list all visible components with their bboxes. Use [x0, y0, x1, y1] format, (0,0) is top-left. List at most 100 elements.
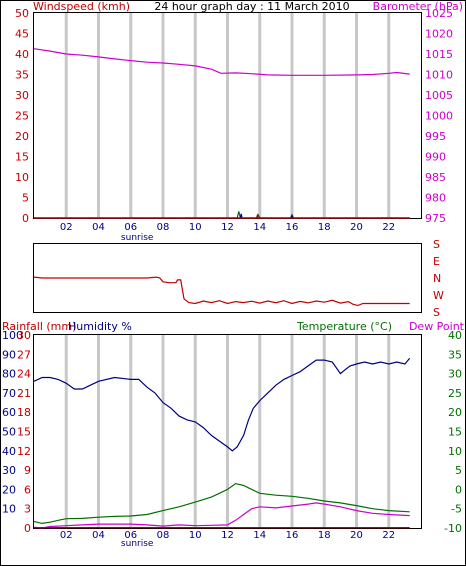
- humidity-tick-label: 20: [2, 483, 16, 496]
- x-tick-label: 18: [318, 530, 331, 541]
- humidity-tick-label: 80: [2, 368, 16, 381]
- humidity-tick-label: 70: [2, 387, 16, 400]
- x-tick-label: 04: [92, 530, 105, 541]
- rainfall-tick-label: 3: [24, 503, 31, 516]
- windspeed-tick-label: 45: [15, 28, 29, 41]
- x-tick-label: 12: [221, 222, 234, 233]
- temperature-axis-label: Temperature (°C): [296, 320, 392, 333]
- windspeed-tick-label: 30: [15, 89, 29, 102]
- direction-tick-label: S: [433, 306, 440, 319]
- rain-hum-temp-x-tick-labels: 02 04 06 08 10 12 14 16 18 20 22: [60, 530, 395, 541]
- windspeed-tick-label: 0: [22, 212, 29, 225]
- humidity-tick-label: 40: [2, 445, 16, 458]
- humidity-tick-label: 60: [2, 406, 16, 419]
- humidity-tick-label: 90: [2, 348, 16, 361]
- temperature-tick-label: 0: [455, 483, 462, 496]
- series-line: [33, 357, 411, 452]
- direction-series: [33, 276, 410, 307]
- windspeed-tick-label: 20: [15, 130, 29, 143]
- rainfall-axis-label: Rainfall (mm): [2, 320, 76, 333]
- barometer-tick-label: 1015: [425, 48, 453, 61]
- barometer-tick-labels: 975 980 985 990 995 1000 1005 1010 1015 1020 1025: [425, 7, 453, 225]
- temperature-tick-label: 5: [455, 464, 462, 477]
- sunrise-label: sunrise: [121, 233, 154, 243]
- barometer-tick-label: 1005: [425, 89, 453, 102]
- rainfall-tick-label: 18: [17, 406, 31, 419]
- rainfall-tick-label: 12: [17, 445, 31, 458]
- direction-tick-label: N: [433, 272, 441, 285]
- x-tick-label: 14: [253, 222, 266, 233]
- x-tick-label: 22: [382, 222, 395, 233]
- x-tick-label: 20: [350, 530, 363, 541]
- x-tick-label: 02: [60, 530, 73, 541]
- direction-plot-frame: [33, 243, 422, 313]
- x-tick-label: 06: [124, 530, 137, 541]
- x-tick-label: 14: [253, 530, 266, 541]
- temperature-tick-label: -10: [444, 522, 462, 535]
- x-tick-label: 08: [157, 530, 170, 541]
- dewpoint-axis-label: Dew Point: [409, 320, 465, 333]
- rainfall-tick-label: 9: [24, 464, 31, 477]
- temperature-tick-label: 20: [448, 406, 462, 419]
- wind-baro-series: [33, 48, 410, 219]
- windspeed-tick-labels: 0 5 10 15 20 25 30 35 40 45 50: [15, 7, 29, 225]
- x-tick-label: 18: [318, 222, 331, 233]
- rainfall-tick-labels: 0 3 6 9 12 15 18 21 24 27 30: [17, 329, 31, 535]
- humidity-axis-label: Humidity %: [68, 320, 132, 333]
- sunrise-label-lower: sunrise: [121, 539, 154, 549]
- temperature-tick-label: 10: [448, 445, 462, 458]
- x-tick-label: 06: [124, 222, 137, 233]
- series-line: [33, 48, 410, 76]
- rain-hum-temp-series: [33, 357, 411, 529]
- barometer-tick-label: 1010: [425, 69, 453, 82]
- barometer-tick-label: 975: [425, 212, 446, 225]
- rainfall-tick-label: 6: [24, 483, 31, 496]
- x-tick-label: 16: [286, 222, 299, 233]
- temperature-tick-labels: -10 -5 0 5 10 15 20 25 30 35 40: [444, 329, 462, 535]
- temperature-tick-label: 25: [448, 387, 462, 400]
- humidity-tick-labels: 10 20 30 40 50 60 70 80 90 100: [2, 329, 23, 516]
- barometer-tick-label: 985: [425, 171, 446, 184]
- barometer-tick-label: 990: [425, 151, 446, 164]
- humidity-tick-label: 30: [2, 464, 16, 477]
- series-line: [34, 213, 410, 219]
- barometer-tick-label: 1020: [425, 28, 453, 41]
- wind-baro-grid: [64, 13, 391, 218]
- rainfall-tick-label: 24: [17, 368, 31, 381]
- barometer-axis-label: Barometer (hPa): [373, 0, 463, 13]
- barometer-tick-label: 980: [425, 192, 446, 205]
- temperature-tick-label: 40: [448, 329, 462, 342]
- windspeed-tick-label: 15: [15, 151, 29, 164]
- windspeed-axis-label: Windspeed (kmh): [33, 0, 130, 13]
- x-tick-label: 10: [189, 530, 202, 541]
- direction-tick-label: W: [433, 289, 444, 302]
- series-line: [33, 502, 410, 529]
- humidity-tick-label: 50: [2, 426, 16, 439]
- windspeed-tick-label: 50: [15, 7, 29, 20]
- temperature-tick-label: 15: [448, 426, 462, 439]
- wind-baro-x-tick-labels: 02 04 06 08 10 12 14 16 18 20 22: [60, 222, 395, 233]
- x-tick-label: 22: [382, 530, 395, 541]
- windspeed-tick-label: 25: [15, 110, 29, 123]
- rain-hum-temp-plot-frame: [33, 334, 422, 529]
- rainfall-tick-label: 21: [17, 387, 31, 400]
- chart-title: 24 hour graph day : 11 March 2010: [154, 0, 349, 13]
- direction-tick-label: E: [433, 255, 440, 268]
- temperature-tick-label: 35: [448, 348, 462, 361]
- direction-tick-label: S: [433, 238, 440, 251]
- x-tick-label: 16: [286, 530, 299, 541]
- x-tick-label: 20: [350, 222, 363, 233]
- rainfall-tick-label: 15: [17, 426, 31, 439]
- humidity-tick-label: 10: [2, 503, 16, 516]
- series-line: [33, 482, 410, 525]
- windspeed-tick-label: 40: [15, 48, 29, 61]
- x-tick-label: 02: [60, 222, 73, 233]
- barometer-tick-label: 1000: [425, 110, 453, 123]
- temperature-tick-label: 30: [448, 368, 462, 381]
- rainfall-tick-label: 0: [24, 522, 31, 535]
- x-tick-label: 04: [92, 222, 105, 233]
- rainfall-tick-label: 30: [17, 329, 31, 342]
